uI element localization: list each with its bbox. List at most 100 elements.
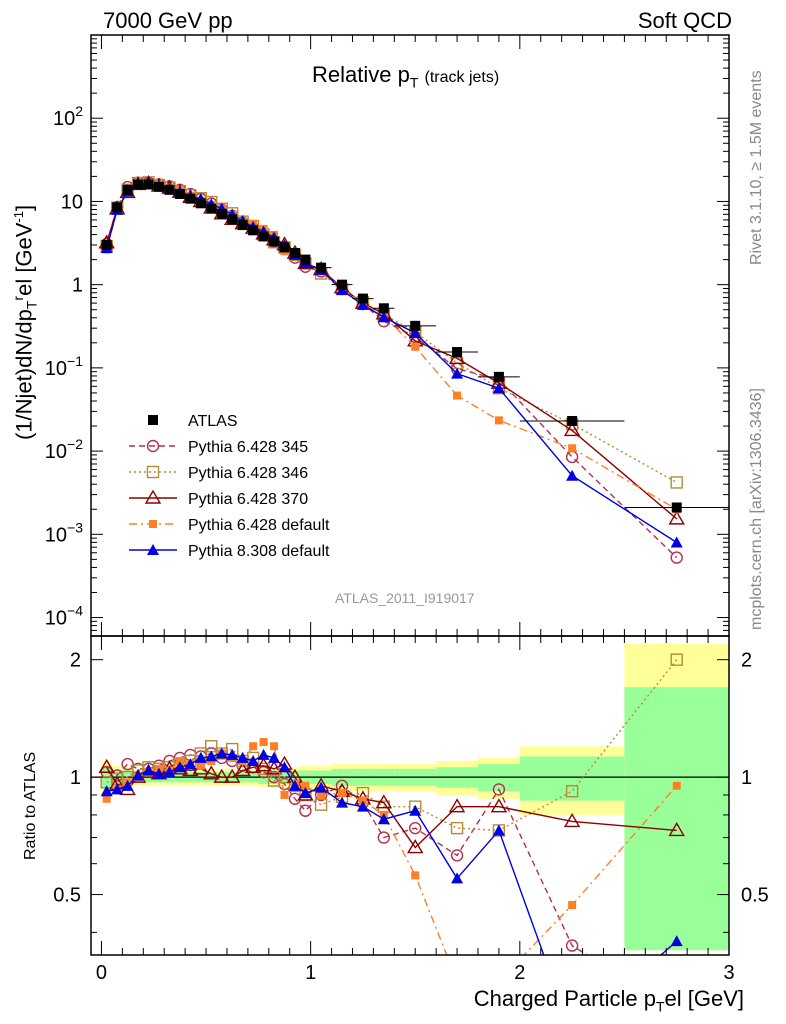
marker-triangle-filled <box>184 758 197 770</box>
marker-atlas <box>216 208 227 219</box>
marker-triangle-filled <box>194 751 207 763</box>
marker-triangle-filled <box>236 751 249 763</box>
marker-triangle-filled <box>278 761 291 773</box>
y-tick-label-top: 10−2 <box>45 436 83 463</box>
mcplots-label: mcplots.cern.ch [arXiv:1306.3436] <box>748 388 765 630</box>
marker-square-filled <box>338 789 347 798</box>
legend-label-p6def: Pythia 6.428 default <box>188 517 330 534</box>
marker-atlas <box>148 415 158 425</box>
marker-triangle <box>98 758 115 773</box>
rivet-label: Rivet 3.1.10, ≥ 1.5M events <box>748 70 765 265</box>
marker-triangle-filled <box>173 761 186 773</box>
marker-triangle <box>375 794 393 809</box>
title-main: Relative p <box>312 62 410 87</box>
marker-atlas <box>357 293 368 304</box>
marker-triangle-filled <box>132 769 145 781</box>
legend-label-p370: Pythia 6.428 370 <box>188 491 308 508</box>
marker-triangle <box>448 349 466 365</box>
marker-atlas <box>185 193 196 204</box>
marker-triangle-filled <box>215 747 228 759</box>
marker-triangle <box>448 798 466 813</box>
legend: ATLAS Pythia 6.428 345 Pythia 6.428 346 Pyt… <box>129 413 330 560</box>
y-tick-label-top: 10−4 <box>45 603 83 630</box>
marker-triangle <box>255 757 272 772</box>
header-left: 7000 GeV pp <box>103 8 233 33</box>
x-tick-label: 0 <box>96 962 107 984</box>
marker-triangle <box>668 510 685 525</box>
marker-triangle-filled <box>670 536 683 548</box>
marker-square <box>450 821 464 835</box>
marker-square-filled <box>568 901 577 910</box>
x-axis-label: Charged Particle pTel [GeV] <box>473 986 744 1015</box>
marker-atlas <box>378 303 389 314</box>
marker-triangle-filled <box>121 779 134 791</box>
bottom-frame <box>90 635 730 956</box>
marker-atlas <box>227 214 238 225</box>
marker-triangle <box>668 822 685 837</box>
marker-circle <box>146 439 160 453</box>
plot-title: Relative pT (track jets) <box>312 62 499 90</box>
ratio-line-p346 <box>106 659 678 832</box>
marker-atlas <box>493 371 504 382</box>
x-tick-label: 3 <box>723 962 734 984</box>
marker-circle <box>377 831 391 844</box>
y-tick-label-top: 10 <box>61 191 83 213</box>
band-green <box>519 756 625 801</box>
x-tick-label: 2 <box>514 962 525 984</box>
marker-circle <box>409 821 422 835</box>
marker-triangle-filled <box>299 787 312 799</box>
xlabel-tail: el [GeV] <box>664 986 744 1011</box>
marker-triangle-filled <box>451 367 464 379</box>
marker-triangle-filled <box>247 754 260 766</box>
marker-square-filled <box>259 738 268 747</box>
marker-square-filled <box>568 444 577 453</box>
marker-circle <box>492 783 506 796</box>
marker-triangle-filled <box>142 764 155 776</box>
marker-square-filled <box>411 871 420 880</box>
marker-circle <box>450 849 464 862</box>
y-tick-label-bottom: 0.5 <box>53 885 81 907</box>
y-tick-label-top: 102 <box>53 103 83 130</box>
marker-atlas <box>289 248 300 259</box>
band-green <box>624 687 729 951</box>
legend-label-atlas: ATLAS <box>188 413 238 430</box>
marker-triangle <box>144 489 162 504</box>
marker-atlas <box>133 179 144 190</box>
xlabel-text: Charged Particle p <box>473 986 656 1011</box>
axis-ticks: 10−4 10−3 10−2 10−1 1 10 102 0.5 0.5 1 1 2 2 0 1 2 3 <box>45 35 769 984</box>
series-line-p8def <box>106 182 678 544</box>
ratio-series-group <box>98 653 685 955</box>
marker-triangle-filled <box>356 298 369 310</box>
marker-square <box>670 653 683 666</box>
marker-atlas <box>567 415 578 426</box>
legend-label-p345: Pythia 6.428 345 <box>188 439 308 456</box>
plot-frames <box>90 34 730 956</box>
marker-triangle <box>234 762 251 777</box>
y-tick-label-bottom-right: 1 <box>741 767 752 789</box>
marker-triangle-filled <box>257 748 270 760</box>
marker-atlas <box>206 203 217 214</box>
marker-triangle-filled <box>147 544 159 555</box>
marker-triangle-filled <box>492 382 505 394</box>
marker-atlas <box>143 179 154 190</box>
marker-atlas <box>174 188 185 199</box>
marker-square-filled <box>249 742 258 751</box>
atlas-data-layer <box>101 179 729 513</box>
band-group <box>101 643 729 951</box>
marker-triangle <box>213 768 230 783</box>
legend-label-p8def: Pythia 8.308 default <box>188 543 330 560</box>
marker-triangle-filled <box>226 748 239 760</box>
marker-square-filled <box>102 794 111 803</box>
marker-triangle-filled <box>315 781 328 793</box>
marker-triangle-filled <box>268 751 281 763</box>
marker-triangle-filled <box>288 779 301 791</box>
marker-square <box>146 465 160 479</box>
marker-triangle-filled <box>670 935 683 947</box>
marker-triangle-filled <box>566 469 579 481</box>
marker-triangle <box>563 813 581 828</box>
header-right: Soft QCD <box>637 8 732 33</box>
marker-triangle <box>203 765 220 780</box>
uncertainty-bands <box>91 643 729 951</box>
marker-square-filled <box>280 790 289 799</box>
